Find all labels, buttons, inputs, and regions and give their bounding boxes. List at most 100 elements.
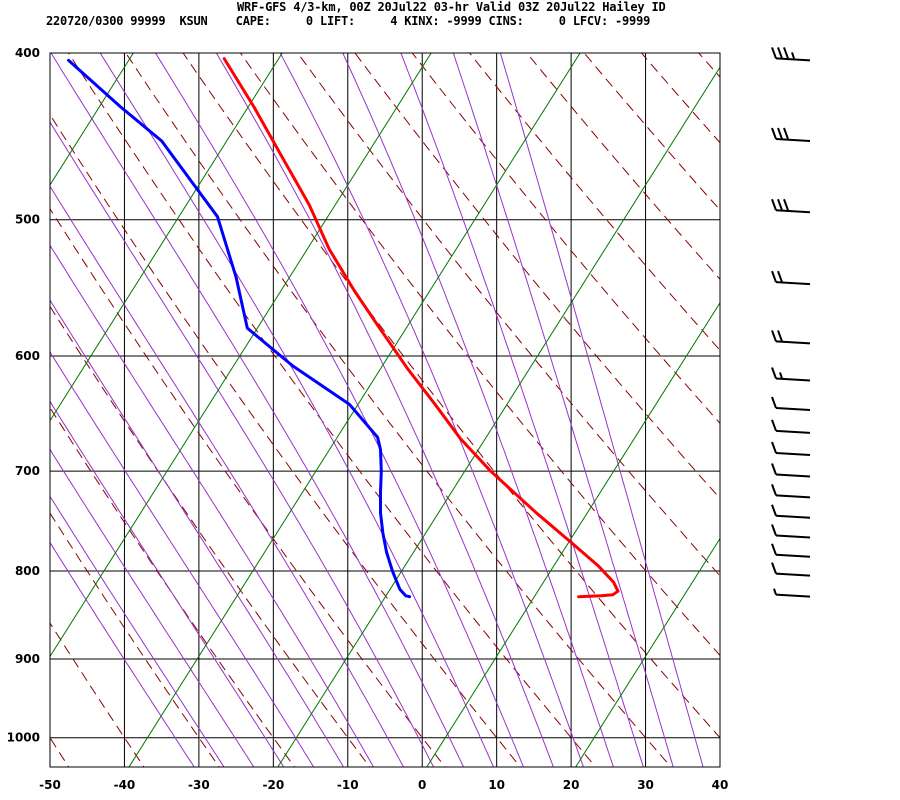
dry-adiabat — [813, 53, 900, 774]
mixing-ratio-line — [277, 66, 720, 767]
barb-staff — [775, 429, 811, 434]
dry-adiabat — [698, 53, 720, 78]
barb-full — [771, 127, 777, 140]
x-tick-label: -20 — [262, 778, 284, 792]
barb-half — [779, 372, 783, 379]
wind-barbs — [771, 47, 811, 598]
barb-full — [771, 484, 777, 496]
x-tick-label: 40 — [712, 778, 729, 792]
wind-barb — [771, 198, 811, 214]
wind-barb — [771, 127, 811, 143]
barb-staff — [775, 514, 811, 519]
wind-barb — [771, 330, 811, 345]
barb-staff — [775, 553, 811, 558]
moist-adiabat — [50, 299, 345, 767]
dry-adiabat — [469, 53, 720, 352]
mixing-ratio-line — [426, 301, 720, 767]
barb-staff — [775, 407, 811, 412]
barb-staff — [775, 534, 811, 539]
barb-full — [777, 127, 783, 140]
dry-adiabat — [354, 53, 720, 500]
barb-full — [771, 463, 777, 475]
dry-adiabat — [871, 53, 900, 774]
barb-staff — [775, 377, 811, 382]
x-tick-label: 0 — [418, 778, 426, 792]
barb-half — [791, 52, 795, 59]
barb-staff — [775, 494, 811, 499]
isobar-isotherm-grid — [49, 52, 721, 767]
dewpoint-profile — [67, 58, 412, 599]
barb-staff — [775, 451, 811, 456]
barb-staff — [775, 138, 811, 143]
wind-barb — [771, 504, 811, 519]
dry-adiabat — [50, 406, 296, 767]
dry-adiabat — [583, 53, 720, 211]
barb-full — [783, 198, 789, 211]
barb-staff — [775, 209, 811, 214]
x-tick-label: 10 — [488, 778, 505, 792]
y-tick-label: 400 — [15, 46, 40, 60]
dry-adiabat — [297, 53, 720, 577]
barb-staff — [775, 572, 811, 577]
wind-barb — [771, 367, 811, 382]
barb-full — [771, 270, 777, 283]
mixing-ratio-line — [50, 53, 432, 658]
mixing-ratio-line — [50, 53, 283, 422]
x-tick-label: -40 — [114, 778, 136, 792]
mixing-ratio-line — [50, 53, 134, 186]
dry-adiabat — [50, 512, 220, 767]
wind-barb — [771, 484, 811, 499]
moist-adiabat — [215, 53, 555, 767]
wind-barb — [773, 588, 811, 598]
sounding-profiles — [67, 57, 620, 599]
mixing-ratio-line — [869, 44, 900, 775]
mixing-ratio-line — [720, 44, 900, 775]
barb-full — [771, 198, 777, 211]
dry-adiabat — [411, 53, 720, 425]
y-tick-label: 700 — [15, 464, 40, 478]
x-tick-label: -10 — [337, 778, 359, 792]
temperature-profile — [222, 57, 620, 599]
y-tick-label: 800 — [15, 564, 40, 578]
barb-full — [771, 47, 777, 59]
barb-full — [783, 47, 789, 59]
moist-adiabat — [50, 541, 195, 767]
barb-full — [771, 543, 777, 556]
dry-adiabat — [756, 53, 900, 774]
moist-adiabat — [50, 400, 285, 767]
moist-adiabat — [50, 121, 435, 767]
dry-adiabat — [50, 207, 446, 767]
barb-full — [777, 330, 783, 342]
y-tick-label: 600 — [15, 349, 40, 363]
dry-adiabat — [50, 305, 371, 767]
barb-full — [771, 367, 777, 379]
reference-lines — [50, 44, 900, 775]
sounding-indices: 220720/0300 99999 KSUN CAPE: 0 LIFT: 4 K… — [46, 14, 651, 28]
moist-adiabat — [99, 53, 495, 767]
wind-barb — [771, 463, 811, 478]
barb-staff — [775, 340, 811, 345]
dry-adiabat — [526, 53, 720, 280]
x-tick-label: -30 — [188, 778, 210, 792]
y-tick-labels: 400 500 600 700 800 900 1000 — [7, 46, 40, 745]
barb-full — [777, 270, 783, 283]
moist-adiabat — [50, 53, 465, 767]
barb-staff — [775, 473, 811, 478]
moist-adiabat — [50, 448, 255, 767]
x-tick-label: 30 — [637, 778, 654, 792]
barb-staff — [775, 593, 811, 598]
moist-adiabat — [154, 53, 525, 767]
barb-full — [771, 504, 777, 517]
dry-adiabat — [641, 53, 720, 144]
moist-adiabat — [50, 185, 405, 767]
barb-full — [771, 396, 777, 409]
wind-barb — [771, 441, 811, 456]
chart-title: WRF-GFS 4/3-km, 00Z 20Jul22 03-hr Valid … — [237, 0, 666, 14]
y-tick-label: 900 — [15, 652, 40, 666]
wind-barb — [771, 562, 811, 577]
barb-full — [777, 47, 783, 59]
x-tick-labels: -50 -40 -30 -20 -10 0 10 20 30 40 — [39, 778, 728, 792]
barb-half — [773, 588, 777, 595]
y-tick-label: 1000 — [7, 731, 40, 745]
